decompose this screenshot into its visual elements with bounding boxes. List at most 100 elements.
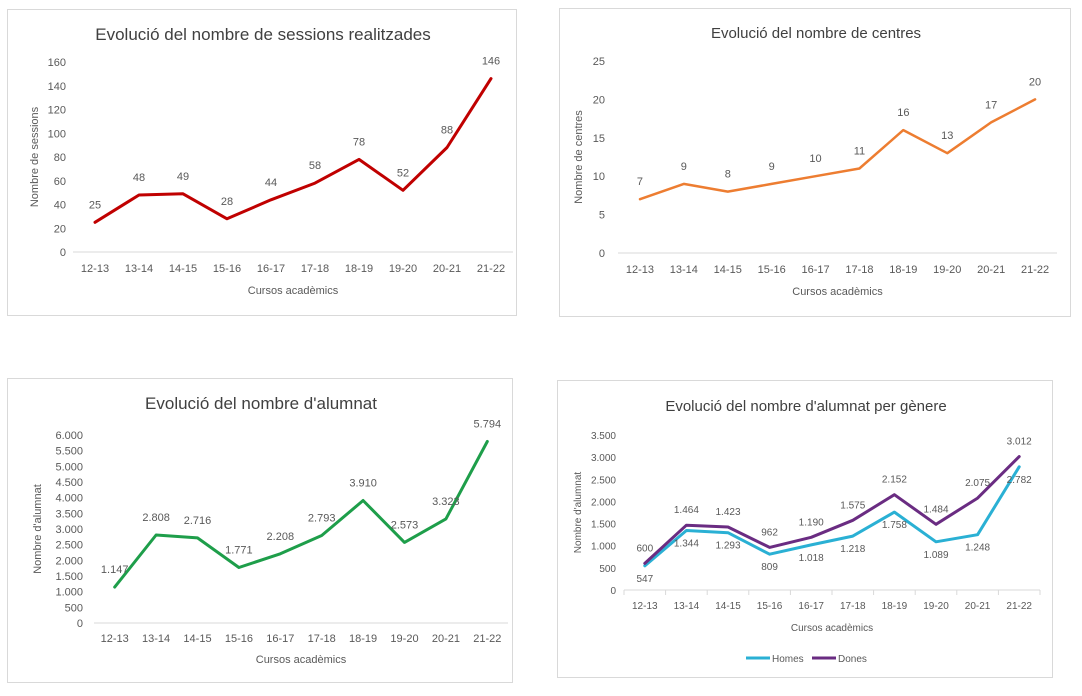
x-tick-label: 16-17 bbox=[266, 633, 294, 645]
data-label: 7 bbox=[637, 176, 643, 188]
data-label: 3.323 bbox=[432, 496, 460, 508]
chart-panel-sessions: Evolució del nombre de sessions realitza… bbox=[7, 9, 517, 316]
data-label: 1.464 bbox=[674, 505, 699, 516]
x-tick-label: 21-22 bbox=[1021, 264, 1049, 276]
x-tick-label: 15-16 bbox=[213, 263, 241, 275]
x-tick-label: 17-18 bbox=[840, 601, 866, 612]
x-tick-label: 12-13 bbox=[632, 601, 658, 612]
y-tick-label: 0 bbox=[60, 247, 66, 259]
x-tick-label: 14-15 bbox=[183, 633, 211, 645]
series-line-centres bbox=[638, 98, 1037, 201]
chart-panel-alumnat: Evolució del nombre d'alumnat 0 500 1.000 1.… bbox=[7, 378, 513, 683]
x-axis-title: Cursos acadèmics bbox=[248, 285, 339, 297]
y-tick-label: 1.500 bbox=[55, 571, 83, 583]
y-tick-label: 40 bbox=[54, 200, 66, 212]
data-label: 17 bbox=[985, 99, 997, 111]
data-label: 28 bbox=[221, 196, 233, 208]
x-tick-label: 18-19 bbox=[882, 601, 908, 612]
chart-sessions: Evolució del nombre de sessions realitza… bbox=[29, 25, 513, 297]
data-label: 2.075 bbox=[965, 478, 990, 489]
data-label: 2.793 bbox=[308, 512, 336, 524]
data-label: 9 bbox=[681, 161, 687, 173]
data-label: 1.575 bbox=[840, 500, 865, 511]
data-label: 13 bbox=[941, 130, 953, 142]
x-tick-label: 15-16 bbox=[225, 633, 253, 645]
y-tick-label: 60 bbox=[54, 176, 66, 188]
y-tick-label: 160 bbox=[48, 57, 66, 69]
data-label: 600 bbox=[636, 543, 653, 554]
data-label: 3.012 bbox=[1007, 437, 1032, 448]
chart-panel-centres: Evolució del nombre de centres 0 5 10 15 20 25… bbox=[559, 8, 1071, 317]
x-tick-label: 17-18 bbox=[845, 264, 873, 276]
chart-title: Evolució del nombre de sessions realitza… bbox=[95, 25, 430, 44]
x-tick-label: 20-21 bbox=[433, 263, 461, 275]
data-label: 1.147 bbox=[101, 564, 129, 576]
data-label: 9 bbox=[769, 161, 775, 173]
legend-label-dones: Dones bbox=[838, 654, 867, 665]
data-label: 146 bbox=[482, 56, 500, 68]
x-tick-label: 18-19 bbox=[889, 264, 917, 276]
y-tick-label: 1.000 bbox=[591, 542, 616, 553]
data-label: 88 bbox=[441, 125, 453, 137]
y-tick-label: 4.500 bbox=[55, 477, 83, 489]
data-label: 1.218 bbox=[840, 544, 865, 555]
y-tick-label: 1.500 bbox=[591, 520, 616, 531]
y-tick-label: 500 bbox=[599, 564, 616, 575]
chart-title: Evolució del nombre d'alumnat bbox=[145, 394, 377, 413]
data-label: 547 bbox=[636, 574, 653, 585]
x-tick-label: 19-20 bbox=[933, 264, 961, 276]
y-tick-label: 0 bbox=[77, 618, 83, 630]
y-tick-label: 2.000 bbox=[591, 497, 616, 508]
x-tick-label: 21-22 bbox=[473, 633, 501, 645]
y-axis-title: Nombre de sessions bbox=[29, 106, 41, 207]
data-label: 16 bbox=[897, 107, 909, 119]
y-tick-label: 4.000 bbox=[55, 493, 83, 505]
x-tick-label: 19-20 bbox=[390, 633, 418, 645]
y-tick-label: 80 bbox=[54, 152, 66, 164]
y-tick-label: 25 bbox=[593, 56, 605, 68]
y-tick-label: 15 bbox=[593, 133, 605, 145]
chart-alumnat-genere: Evolució del nombre d'alumnat per gènere… bbox=[573, 398, 1041, 665]
x-tick-label: 13-14 bbox=[125, 263, 153, 275]
data-label: 2.808 bbox=[142, 512, 170, 524]
data-label: 962 bbox=[761, 527, 778, 538]
y-tick-label: 20 bbox=[593, 94, 605, 106]
y-tick-label: 5.500 bbox=[55, 446, 83, 458]
data-label: 1.248 bbox=[965, 543, 990, 554]
x-tick-label: 14-15 bbox=[715, 601, 741, 612]
data-label: 1.190 bbox=[799, 517, 824, 528]
data-label: 11 bbox=[854, 146, 865, 158]
x-tick-label: 14-15 bbox=[169, 263, 197, 275]
y-tick-label: 0 bbox=[599, 248, 605, 260]
y-axis-title: Nombre de centres bbox=[573, 110, 585, 204]
data-label: 1.344 bbox=[674, 538, 699, 549]
x-tick-label: 13-14 bbox=[670, 264, 698, 276]
y-tick-label: 2.000 bbox=[55, 555, 83, 567]
y-tick-label: 3.500 bbox=[591, 431, 616, 442]
y-tick-label: 5.000 bbox=[55, 461, 83, 473]
x-axis-title: Cursos acadèmics bbox=[792, 286, 883, 298]
y-axis-title: Nombre d'alumnat bbox=[573, 472, 584, 554]
data-label: 8 bbox=[725, 169, 731, 181]
data-label: 2.573 bbox=[391, 519, 419, 531]
data-label: 58 bbox=[309, 160, 321, 172]
data-label: 2.782 bbox=[1007, 475, 1032, 486]
x-tick-label: 18-19 bbox=[349, 633, 377, 645]
x-axis-title: Cursos acadèmics bbox=[791, 623, 873, 634]
x-tick-label: 20-21 bbox=[965, 601, 991, 612]
y-tick-label: 0 bbox=[610, 586, 616, 597]
x-tick-label: 13-14 bbox=[674, 601, 700, 612]
y-tick-label: 1.000 bbox=[55, 587, 83, 599]
y-tick-label: 20 bbox=[54, 223, 66, 235]
data-label: 2.152 bbox=[882, 475, 907, 486]
chart-panel-alumnat-genere: Evolució del nombre d'alumnat per gènere… bbox=[557, 380, 1053, 678]
series-line-alumnat bbox=[113, 440, 489, 589]
data-label: 44 bbox=[265, 177, 277, 189]
x-tick-label: 12-13 bbox=[626, 264, 654, 276]
y-tick-label: 2.500 bbox=[591, 475, 616, 486]
x-tick-label: 20-21 bbox=[977, 264, 1005, 276]
x-tick-label: 21-22 bbox=[477, 263, 505, 275]
data-label: 25 bbox=[89, 199, 101, 211]
x-tick-label: 17-18 bbox=[301, 263, 329, 275]
data-label: 49 bbox=[177, 171, 189, 183]
